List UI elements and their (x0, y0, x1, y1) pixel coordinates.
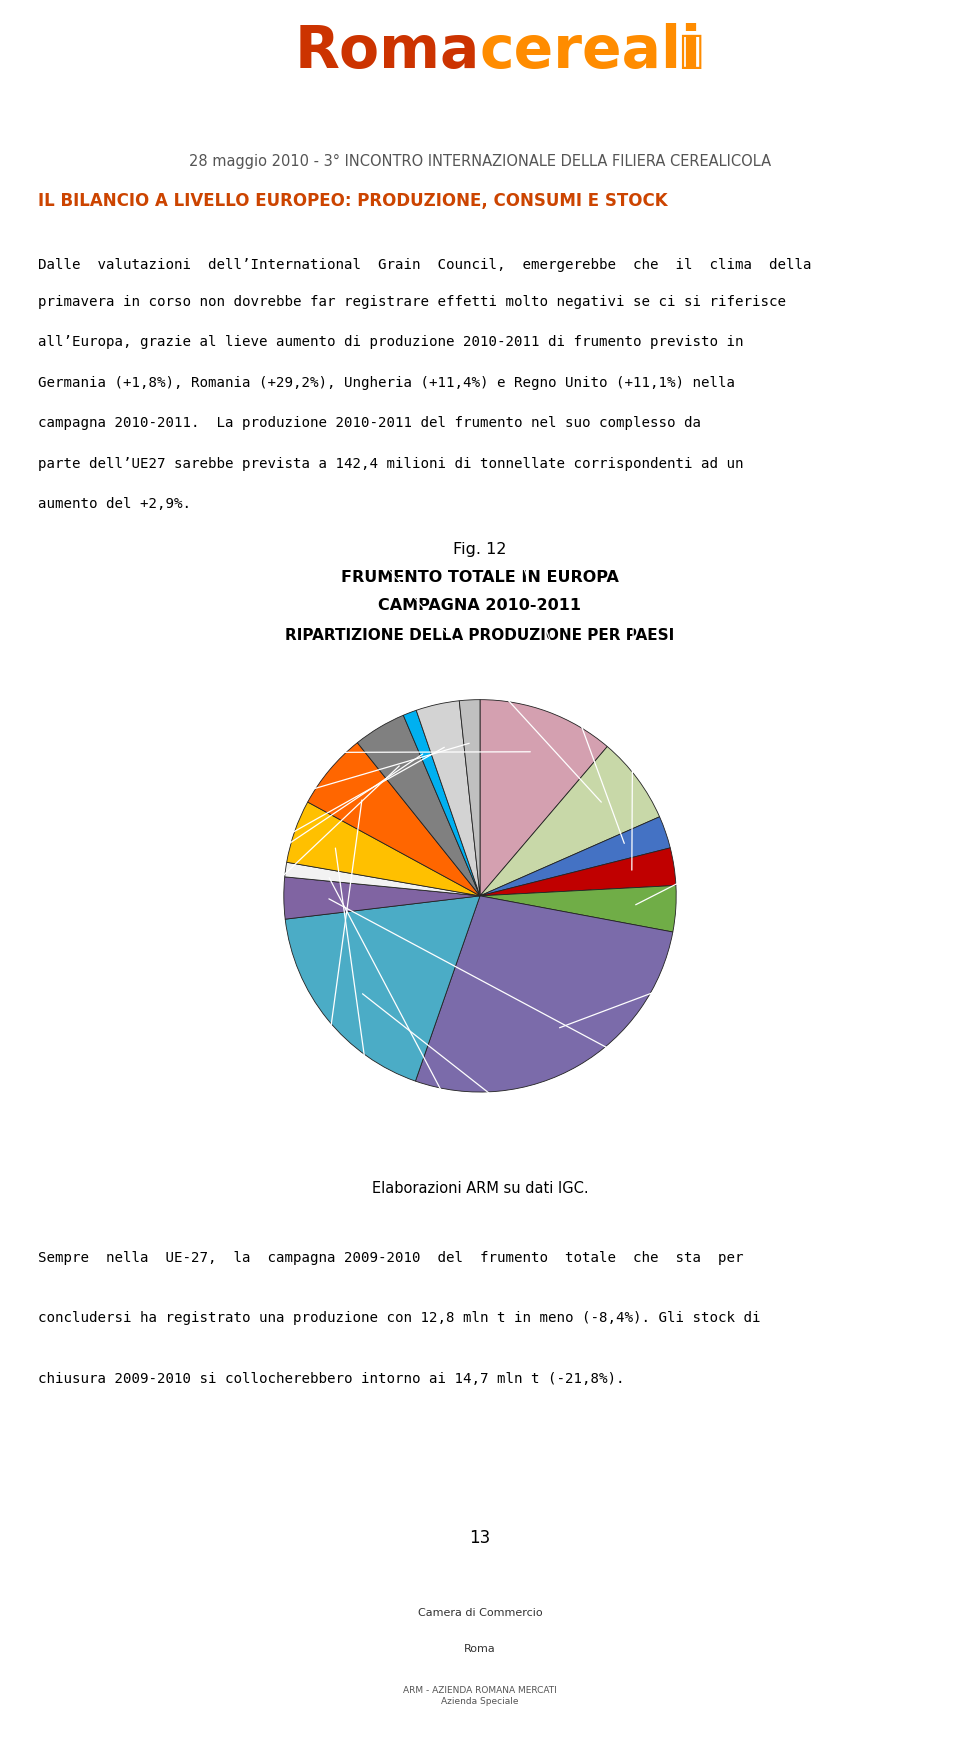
Text: chiusura 2009-2010 si collocherebbero intorno ai 14,7 mln t (-21,8%).: chiusura 2009-2010 si collocherebbero in… (38, 1372, 625, 1386)
Text: Dalle  valutazioni  dell’International  Grain  Council,  emergerebbe  che  il  c: Dalle valutazioni dell’International Gra… (38, 259, 812, 273)
Wedge shape (480, 699, 608, 895)
Text: concludersi ha registrato una produzione con 12,8 mln t in meno (-8,4%). Gli sto: concludersi ha registrato una produzione… (38, 1311, 761, 1325)
Text: Roma: Roma (464, 1643, 496, 1654)
Wedge shape (403, 710, 480, 895)
Wedge shape (480, 816, 670, 895)
Wedge shape (480, 746, 660, 895)
Text: Hungary;
4,9: Hungary; 4,9 (329, 898, 844, 1173)
Wedge shape (287, 802, 480, 895)
Text: all’Europa, grazie al lieve aumento di produzione 2010-2011 di frumento previsto: all’Europa, grazie al lieve aumento di p… (38, 336, 744, 350)
Text: 13: 13 (469, 1530, 491, 1547)
Text: RIPARTIZIONE DELLA PRODUZIONE PER PAESI: RIPARTIZIONE DELLA PRODUZIONE PER PAESI (285, 628, 675, 643)
Wedge shape (285, 895, 480, 1080)
Text: Sweden;
2,4: Sweden; 2,4 (43, 743, 469, 874)
Text: Fig. 12: Fig. 12 (453, 542, 507, 556)
Text: France;
39,0: France; 39,0 (560, 918, 839, 1028)
Text: FRUMENTO TOTALE IN EUROPA: FRUMENTO TOTALE IN EUROPA (341, 570, 619, 586)
Text: aumento del +2,9%.: aumento del +2,9%. (38, 496, 191, 510)
Text: Czech
Rep.; 4,4: Czech Rep.; 4,4 (604, 540, 663, 871)
Text: Slovakia;
1,6: Slovakia; 1,6 (31, 753, 422, 1010)
Text: cereali: cereali (480, 23, 702, 80)
Text: Germany;
25,3: Germany; 25,3 (363, 995, 623, 1187)
Text: Poland;
9,0: Poland; 9,0 (280, 801, 362, 1231)
Text: Camera di Commercio: Camera di Commercio (418, 1608, 542, 1617)
Wedge shape (480, 848, 676, 895)
Wedge shape (308, 743, 480, 895)
Text: Spain;
5,1: Spain; 5,1 (71, 748, 444, 960)
Text: parte dell’UE27 sarebbe prevista a 142,4 milioni di tonnellate corrispondenti ad: parte dell’UE27 sarebbe prevista a 142,4… (38, 456, 744, 470)
Text: 28 maggio 2010 - 3° INCONTRO INTERNAZIONALE DELLA FILIERA CEREALICOLA: 28 maggio 2010 - 3° INCONTRO INTERNAZION… (189, 154, 771, 170)
Text: Germania (+1,8%), Romania (+29,2%), Ungheria (+11,4%) e Regno Unito (+11,1%) nel: Germania (+1,8%), Romania (+29,2%), Ungh… (38, 376, 735, 390)
Text: Romania;
6,2: Romania; 6,2 (65, 766, 399, 1066)
Text: primavera in corso non dovrebbe far registrare effetti molto negativi se ci si r: primavera in corso non dovrebbe far regi… (38, 295, 786, 309)
Text: campagna 2010-2011.  La produzione 2010-2011 del frumento nel suo complesso da: campagna 2010-2011. La produzione 2010-2… (38, 416, 702, 430)
Wedge shape (459, 699, 480, 895)
Wedge shape (285, 862, 480, 895)
Text: IL BILANCIO A LIVELLO EUROPEO: PRODUZIONE, CONSUMI E STOCK: IL BILANCIO A LIVELLO EUROPEO: PRODUZION… (38, 192, 668, 210)
Wedge shape (417, 701, 480, 895)
Text: Sempre  nella  UE-27,  la  campagna 2009-2010  del  frumento  totale  che  sta  : Sempre nella UE-27, la campagna 2009-201… (38, 1252, 744, 1266)
Wedge shape (480, 886, 676, 932)
Text: ARM - AZIENDA ROMANA MERCATI
Azienda Speciale: ARM - AZIENDA ROMANA MERCATI Azienda Spe… (403, 1687, 557, 1706)
Wedge shape (416, 895, 673, 1092)
Text: Elaborazioni ARM su dati IGC.: Elaborazioni ARM su dati IGC. (372, 1182, 588, 1196)
Wedge shape (284, 877, 480, 919)
Text: Italy; 7,4: Italy; 7,4 (335, 848, 420, 1250)
Text: United
Kingdom;
16,0: United Kingdom; 16,0 (103, 731, 530, 774)
Text: Denmark;
5,4: Denmark; 5,4 (636, 760, 924, 905)
Text: CAMPAGNA 2010-2011: CAMPAGNA 2010-2011 (378, 598, 582, 614)
Text: Bulgaria;
3,8: Bulgaria; 3,8 (475, 505, 624, 843)
Text: Other EU;
10,2: Other EU; 10,2 (337, 535, 601, 802)
Wedge shape (357, 715, 480, 895)
Text: 🌾: 🌾 (680, 33, 703, 70)
Text: Roma: Roma (295, 23, 480, 80)
Text: Greece;
1,7: Greece; 1,7 (329, 877, 544, 1252)
